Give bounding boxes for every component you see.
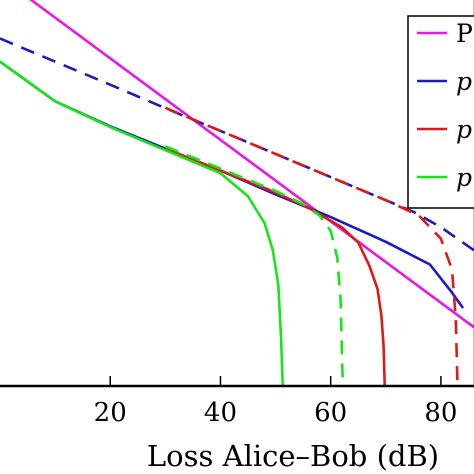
series-line-4: [164, 147, 386, 386]
legend-label: PI: [456, 19, 474, 48]
x-tick-label: 20: [94, 398, 127, 428]
legend: PIppp: [407, 15, 474, 209]
x-axis-title: Loss Alice–Bob (dB): [147, 439, 439, 473]
series-line-2: [0, 60, 465, 309]
legend-label: p: [456, 163, 472, 192]
x-axis-ticks: 20 40 60 80: [94, 376, 457, 428]
plot-frame: [0, 0, 474, 388]
legend-label: p: [456, 115, 472, 144]
series-line-5: [164, 106, 459, 386]
series-line-6: [0, 60, 284, 386]
series-line-1: [29, 0, 474, 329]
x-tick-label: 40: [204, 398, 237, 428]
legend-label: p: [456, 67, 472, 96]
series-line-7: [164, 145, 345, 386]
series-line-3: [0, 37, 474, 252]
series-layer: [0, 0, 474, 386]
x-tick-label: 80: [424, 398, 457, 428]
x-tick-label: 60: [314, 398, 347, 428]
